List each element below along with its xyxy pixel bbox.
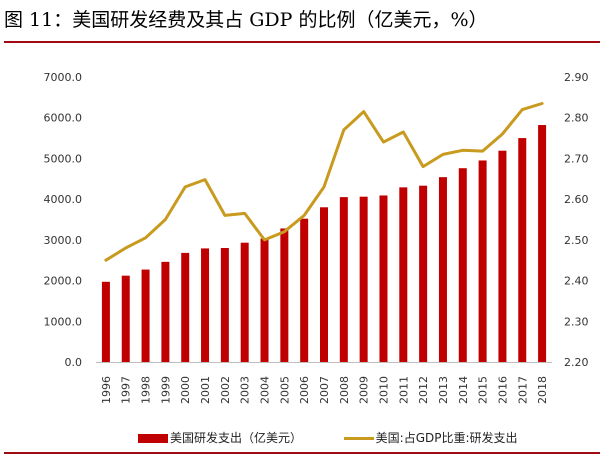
x-tick-label: 2003 (239, 376, 252, 404)
x-tick-label: 1996 (100, 376, 113, 404)
bar (399, 187, 408, 362)
x-tick-label: 2002 (219, 376, 232, 404)
bar (220, 248, 229, 362)
chart-canvas: 0.0 1000.0 2000.0 3000.0 4000.0 5000.0 6000.0 7… (44, 71, 589, 404)
x-tick-label: 2014 (457, 376, 470, 404)
x-tick-label: 2001 (199, 376, 212, 404)
left-tick-label: 7000.0 (44, 71, 83, 84)
bar (201, 248, 210, 362)
x-tick-label: 2011 (397, 376, 410, 404)
right-tick-label: 2.30 (564, 315, 589, 328)
bar (458, 168, 467, 362)
x-tick-label: 2000 (179, 376, 192, 404)
chart-title: 图 11：美国研发经费及其占 GDP 的比例（亿美元，%） (4, 9, 488, 31)
legend: 美国研发支出（亿美元） 美国:占GDP比重:研发支出 (138, 429, 518, 446)
x-tick-label: 2008 (338, 376, 351, 404)
legend-bar-swatch (138, 434, 168, 443)
bar (101, 281, 110, 362)
legend-line-label: 美国:占GDP比重:研发支出 (375, 431, 518, 445)
bar-series (101, 125, 547, 363)
left-tick-label: 6000.0 (44, 112, 83, 125)
x-tick-label: 1998 (140, 376, 153, 404)
x-tick-label: 2004 (259, 376, 272, 404)
right-tick-label: 2.80 (564, 112, 589, 125)
x-tick-label: 2018 (536, 376, 549, 404)
right-tick-label: 2.90 (564, 71, 589, 84)
x-tick-label: 2017 (516, 376, 529, 404)
right-tick-label: 2.40 (564, 275, 589, 288)
right-tick-label: 2.20 (564, 356, 589, 369)
x-tick-label: 2012 (417, 376, 430, 404)
right-tick-label: 2.70 (564, 152, 589, 165)
x-tick-label: 2007 (318, 376, 331, 404)
x-tick-label: 2006 (298, 376, 311, 404)
left-tick-label: 5000.0 (44, 152, 83, 165)
legend-line-swatch (343, 437, 374, 440)
bar (518, 138, 527, 362)
right-tick-label: 2.50 (564, 234, 589, 247)
bottom-divider (4, 452, 600, 454)
bar (161, 261, 170, 362)
bar (121, 275, 130, 362)
ratio-line (104, 102, 544, 262)
x-tick-label: 1999 (159, 376, 172, 404)
bar (478, 160, 487, 362)
bar (419, 185, 428, 362)
legend-bar-label: 美国研发支出（亿美元） (170, 431, 303, 445)
left-tick-label: 1000.0 (44, 315, 83, 328)
bar (538, 125, 547, 363)
bar (240, 242, 249, 362)
x-tick-label: 2013 (437, 376, 450, 404)
bar (339, 197, 348, 362)
left-axis: 0.0 1000.0 2000.0 3000.0 4000.0 5000.0 6000.0 7… (44, 71, 83, 369)
bar (498, 150, 507, 362)
x-tick-label: 2009 (358, 376, 371, 404)
bar (280, 228, 289, 362)
title-divider (4, 41, 600, 43)
left-tick-label: 4000.0 (44, 193, 83, 206)
x-tick-label: 2005 (278, 376, 291, 404)
bar (320, 207, 328, 362)
x-tick-label: 1997 (120, 376, 133, 404)
x-tick-label: 2010 (377, 376, 390, 404)
right-tick-label: 2.60 (564, 193, 589, 206)
bar (359, 196, 368, 362)
left-tick-label: 0.0 (65, 356, 83, 369)
x-tick-label: 2015 (477, 376, 490, 404)
bar (141, 269, 150, 362)
right-axis: 2.20 2.30 2.40 2.50 2.60 2.70 2.80 2.90 (564, 71, 589, 369)
bar (181, 252, 190, 362)
bar (379, 195, 388, 362)
x-axis: 1996 1997 1998 1999 2000 2001 2002 2003 2004 2005… (96, 362, 552, 404)
bar (438, 177, 447, 362)
left-tick-label: 2000.0 (44, 275, 83, 288)
bar (260, 238, 269, 362)
x-tick-label: 2016 (496, 376, 509, 404)
bar (300, 218, 309, 362)
left-tick-label: 3000.0 (44, 234, 83, 247)
line-series (104, 102, 544, 262)
